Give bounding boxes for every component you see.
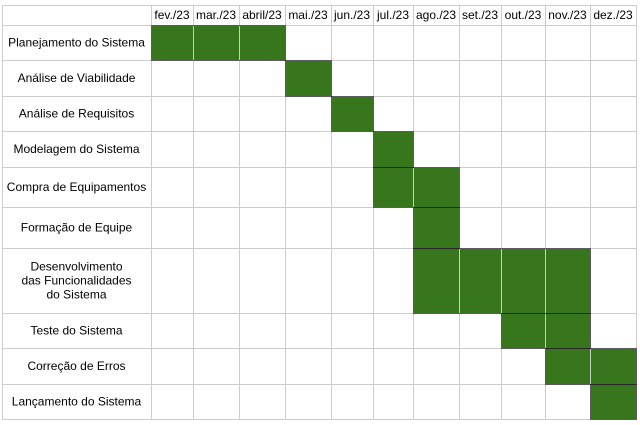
task-bar [373, 167, 459, 207]
task-bar [373, 131, 413, 167]
task-bar [285, 60, 331, 96]
month-label: set./23 [462, 8, 498, 22]
task-label: Modelagem do Sistema [13, 142, 139, 156]
task-bar [331, 96, 373, 131]
task-bars [151, 25, 636, 419]
task-label: Planejamento do Sistema [8, 36, 145, 50]
month-label: jul./23 [376, 8, 409, 22]
task-bar-outline [590, 384, 637, 420]
task-label: Análise de Viabilidade [18, 71, 136, 85]
month-label: mai./23 [288, 8, 328, 22]
month-label: dez./23 [593, 8, 633, 22]
task-label: Análise de Requisitos [19, 107, 134, 121]
task-bar [413, 207, 459, 248]
month-label: ago./23 [416, 8, 456, 22]
task-label: Desenvolvimento das Funcionalidades do Sis… [21, 260, 131, 302]
task-label: Correção de Erros [27, 359, 125, 373]
month-label: nov./23 [548, 8, 587, 22]
month-label: jun./23 [333, 8, 370, 22]
task-bar-outline [331, 96, 374, 132]
month-label: out./23 [505, 8, 542, 22]
task-bar [151, 25, 285, 60]
task-label: Teste do Sistema [30, 324, 122, 338]
task-label: Compra de Equipamentos [7, 180, 146, 194]
task-bar-outline [151, 25, 286, 61]
bar-outlines [151, 25, 637, 420]
task-bar-outline [285, 60, 332, 97]
month-label: fev./23 [154, 8, 189, 22]
month-label: abril/23 [242, 8, 282, 22]
chart-labels: fev./23 mar./23 abril/23 mai./23 jun./23 jul.… [7, 8, 633, 409]
task-label: Lançamento do Sistema [12, 395, 142, 409]
task-bar [590, 384, 636, 419]
month-label: mar./23 [196, 8, 236, 22]
task-label: Formação de Equipe [21, 221, 133, 235]
